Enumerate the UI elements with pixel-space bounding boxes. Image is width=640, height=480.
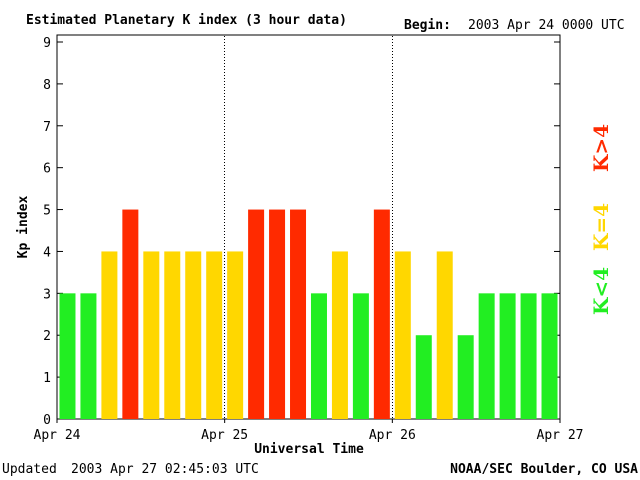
kp-bar bbox=[164, 251, 181, 419]
chart-title: Estimated Planetary K index (3 hour data… bbox=[26, 13, 347, 28]
kp-bar bbox=[373, 209, 390, 419]
x-tick-label: Apr 26 bbox=[369, 428, 416, 443]
kp-bar bbox=[520, 293, 537, 419]
begin-label: Begin: bbox=[404, 18, 451, 33]
x-axis-label: Universal Time bbox=[254, 442, 364, 457]
kp-bar bbox=[269, 209, 286, 419]
y-tick-label: 2 bbox=[43, 329, 51, 344]
kp-bar bbox=[541, 293, 558, 419]
legend-item: K=4 bbox=[589, 203, 613, 251]
kp-bar bbox=[394, 251, 411, 419]
kp-bar bbox=[310, 293, 327, 419]
bar-series bbox=[59, 209, 558, 419]
legend-item: K>4 bbox=[589, 124, 613, 172]
updated-label: Updated bbox=[2, 462, 57, 477]
plot-area bbox=[56, 34, 561, 420]
y-tick-label: 0 bbox=[43, 413, 51, 428]
kp-bar bbox=[59, 293, 76, 419]
updated-value: 2003 Apr 27 02:45:03 UTC bbox=[71, 462, 259, 477]
x-tick-label: Apr 27 bbox=[537, 428, 584, 443]
y-axis-label: Kp index bbox=[16, 196, 31, 259]
kp-bar bbox=[122, 209, 139, 419]
x-axis-ticks: Apr 24 Apr 25 Apr 26 Apr 27 bbox=[34, 419, 584, 443]
kp-bar bbox=[499, 293, 516, 419]
kp-bar bbox=[185, 251, 202, 419]
kp-bar bbox=[415, 335, 432, 419]
legend-item: K<4 bbox=[589, 267, 613, 315]
kp-bar bbox=[227, 251, 244, 419]
y-tick-label: 8 bbox=[43, 78, 51, 93]
kp-bar bbox=[101, 251, 118, 419]
kp-bar bbox=[248, 209, 265, 419]
begin-value: 2003 Apr 24 0000 UTC bbox=[468, 18, 625, 33]
kp-bar bbox=[290, 209, 307, 419]
kp-bar bbox=[478, 293, 495, 419]
x-tick-label: Apr 24 bbox=[34, 428, 81, 443]
x-tick-label: Apr 25 bbox=[201, 428, 248, 443]
source-label: NOAA/SEC Boulder, CO USA bbox=[450, 462, 638, 477]
kp-bar bbox=[457, 335, 474, 419]
y-tick-label: 1 bbox=[43, 371, 51, 386]
kp-bar bbox=[436, 251, 453, 419]
kp-bar bbox=[206, 251, 223, 419]
y-tick-label: 9 bbox=[43, 36, 51, 51]
y-tick-label: 3 bbox=[43, 287, 51, 302]
k-legend: K<4 K=4 K>4 bbox=[589, 124, 613, 315]
kp-bar bbox=[331, 251, 348, 419]
y-tick-label: 5 bbox=[43, 204, 51, 219]
kp-bar bbox=[352, 293, 369, 419]
kp-bar bbox=[80, 293, 97, 419]
y-tick-label: 4 bbox=[43, 245, 51, 260]
kp-bar bbox=[143, 251, 160, 419]
y-tick-label: 6 bbox=[43, 162, 51, 177]
y-tick-label: 7 bbox=[43, 120, 51, 135]
